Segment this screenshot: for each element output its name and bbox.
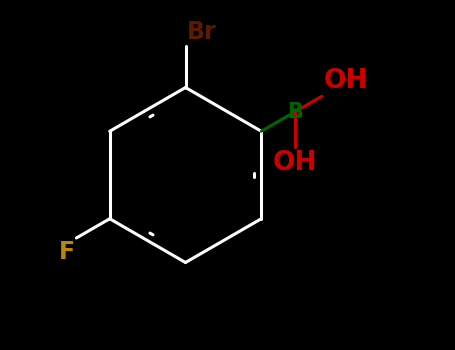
Text: OH: OH: [324, 69, 368, 95]
Text: F: F: [59, 240, 75, 264]
Text: B: B: [287, 102, 303, 122]
Text: OH: OH: [273, 150, 317, 176]
Text: Br: Br: [187, 20, 217, 44]
